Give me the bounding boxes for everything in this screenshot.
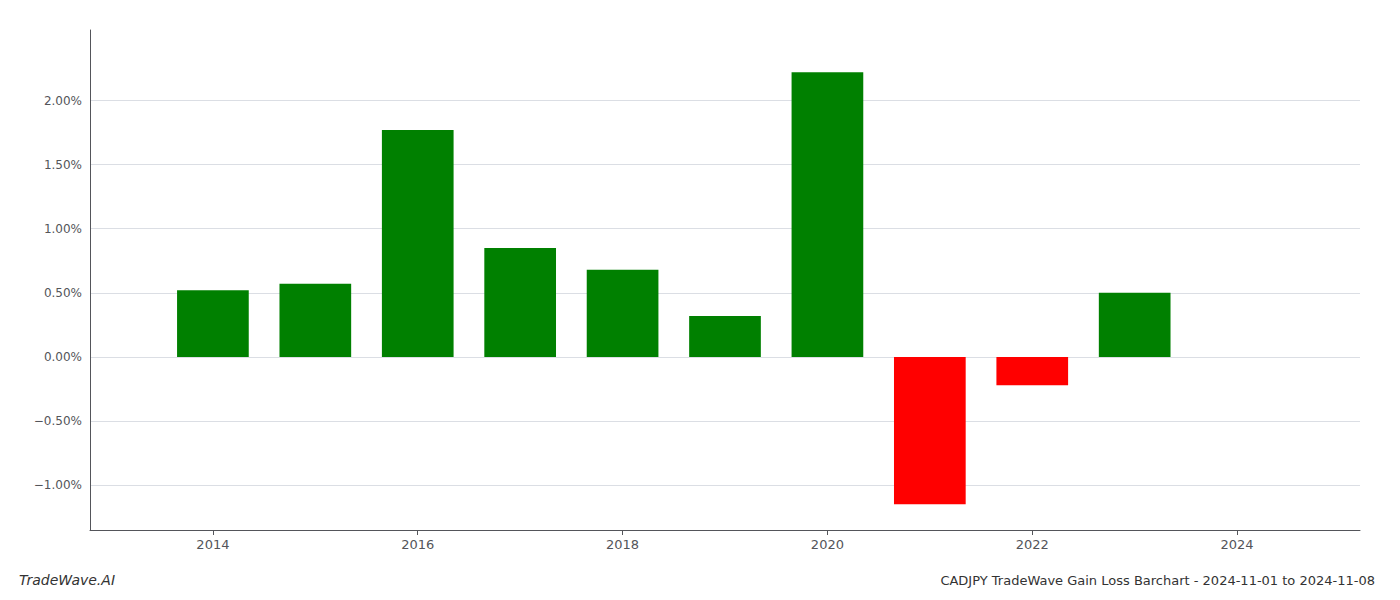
- svg-text:2018: 2018: [606, 537, 639, 552]
- svg-text:CADJPY TradeWave Gain Loss Bar: CADJPY TradeWave Gain Loss Barchart - 20…: [940, 573, 1375, 588]
- svg-text:−0.50%: −0.50%: [34, 414, 82, 428]
- svg-text:1.00%: 1.00%: [44, 222, 82, 236]
- svg-text:2020: 2020: [811, 537, 844, 552]
- svg-text:−1.00%: −1.00%: [34, 478, 82, 492]
- svg-text:2014: 2014: [196, 537, 229, 552]
- svg-text:2024: 2024: [1221, 537, 1254, 552]
- svg-text:1.50%: 1.50%: [44, 158, 82, 172]
- svg-text:0.50%: 0.50%: [44, 286, 82, 300]
- svg-text:TradeWave.AI: TradeWave.AI: [19, 572, 115, 588]
- svg-text:2022: 2022: [1016, 537, 1049, 552]
- svg-text:2.00%: 2.00%: [44, 94, 82, 108]
- svg-text:2016: 2016: [401, 537, 434, 552]
- svg-text:0.00%: 0.00%: [44, 350, 82, 364]
